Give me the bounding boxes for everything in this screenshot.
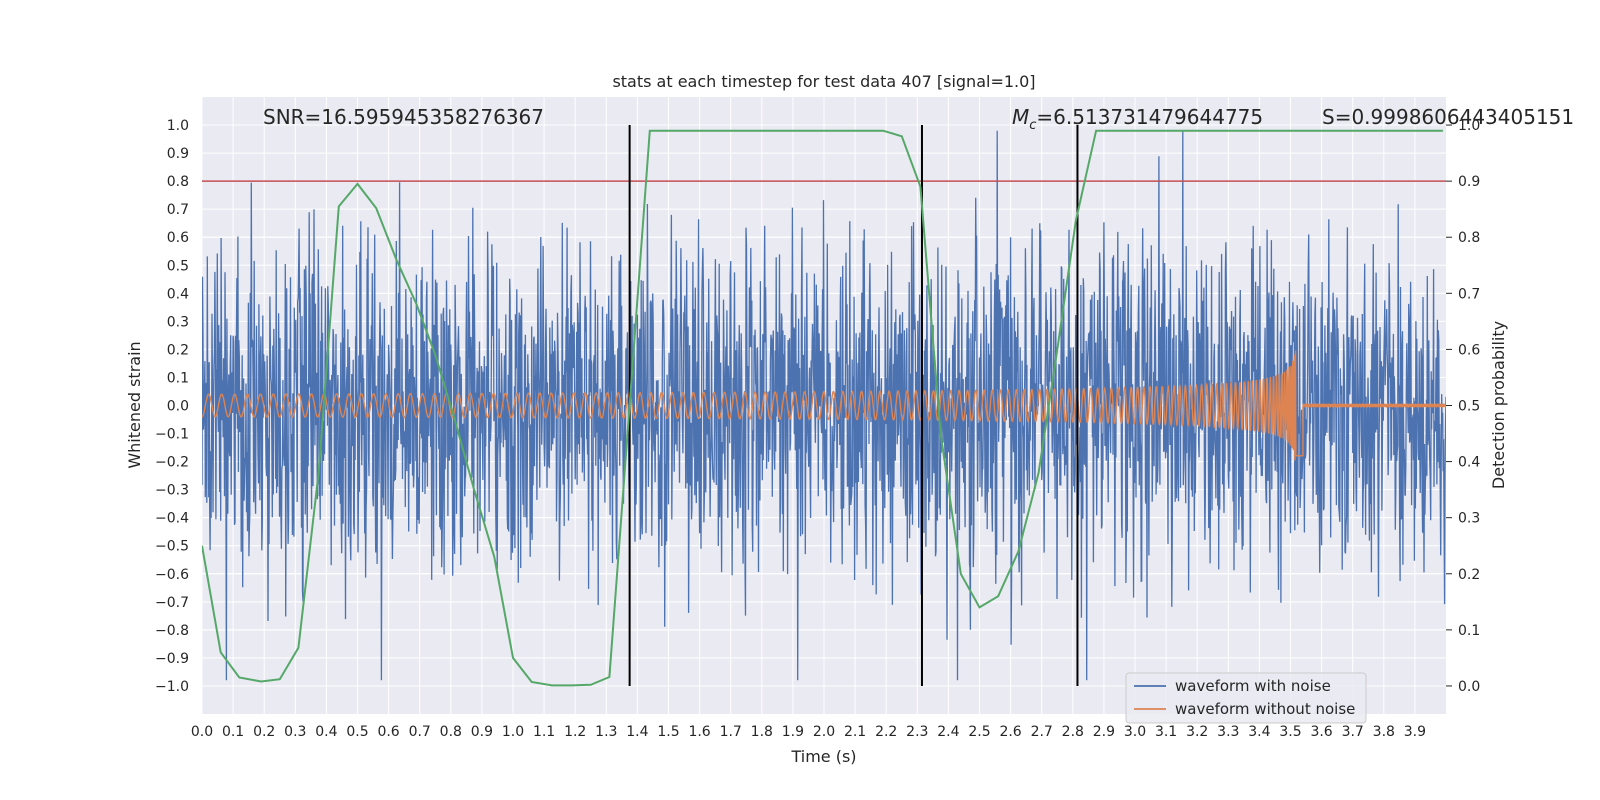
x-tick-label: 2.7 <box>1031 724 1053 740</box>
y-tick-label: 0.3 <box>167 314 189 330</box>
snr-annotation: SNR=16.595945358276367 <box>263 105 544 129</box>
legend: waveform with noise waveform without noi… <box>1125 672 1367 724</box>
y-tick-label: 0.9 <box>167 146 189 162</box>
x-tick-label: 0.1 <box>222 724 244 740</box>
y2-tick-labels: 1.0 0.9 0.8 0.7 0.6 0.5 0.4 0.3 0.2 0.1 0.0 <box>1446 118 1480 695</box>
y-tick-labels: 1.0 0.9 0.8 0.7 0.6 0.5 0.4 0.3 0.2 0.1 0.0 −0.1 −0.… <box>155 118 189 695</box>
y-axis-label: Whitened strain <box>125 341 144 468</box>
chirp-mass-annotation: Mc=6.513731479644775 <box>1012 105 1263 133</box>
x-tick-label: 0.3 <box>284 724 306 740</box>
x-tick-label: 2.2 <box>875 724 897 740</box>
y-tick-label: −0.4 <box>155 511 189 527</box>
y-tick-label: −0.3 <box>155 483 189 499</box>
x-tick-label: 0.5 <box>346 724 368 740</box>
x-tick-label: 3.4 <box>1248 724 1270 740</box>
x-tick-label: 1.5 <box>657 724 679 740</box>
y-tick-label: 0.0 <box>167 399 189 415</box>
x-tick-label: 0.9 <box>471 724 493 740</box>
series-waveform-without-noise <box>202 350 1446 461</box>
x-tick-label: 2.6 <box>999 724 1021 740</box>
x-tick-label: 2.1 <box>844 724 866 740</box>
x-tick-label: 2.4 <box>937 724 959 740</box>
x-tick-label: 1.7 <box>720 724 742 740</box>
x-tick-labels: 0.0 0.1 0.2 0.3 0.4 0.5 0.6 0.7 0.8 0.9 1.0 1.1 1.2 1… <box>191 724 1426 740</box>
x-tick-label: 1.6 <box>688 724 710 740</box>
x-tick-label: 0.7 <box>409 724 431 740</box>
x-tick-label: 3.2 <box>1186 724 1208 740</box>
x-tick-label: 3.0 <box>1124 724 1146 740</box>
x-tick-label: 3.8 <box>1373 724 1395 740</box>
y-tick-label: −0.8 <box>155 623 189 639</box>
x-tick-label: 0.4 <box>315 724 337 740</box>
y2-tick-label: 0.0 <box>1458 679 1480 695</box>
x-tick-label: 1.2 <box>564 724 586 740</box>
y-tick-label: −0.6 <box>155 567 189 583</box>
chart-title: stats at each timestep for test data 407… <box>612 72 1035 91</box>
x-tick-label: 1.3 <box>595 724 617 740</box>
x-tick-label: 3.3 <box>1217 724 1239 740</box>
y2-tick-label: 0.7 <box>1458 286 1480 302</box>
y-tick-label: 0.8 <box>167 174 189 190</box>
y2-tick-label: 0.5 <box>1458 399 1480 415</box>
y-tick-label: 0.1 <box>167 370 189 386</box>
y-tick-label: −1.0 <box>155 679 189 695</box>
y2-axis-label: Detection probability <box>1489 321 1508 489</box>
x-tick-label: 2.9 <box>1093 724 1115 740</box>
y-tick-label: 0.5 <box>167 258 189 274</box>
x-tick-label: 2.0 <box>813 724 835 740</box>
x-tick-label: 0.0 <box>191 724 213 740</box>
legend-label-clean: waveform without noise <box>1175 700 1355 718</box>
y2-tick-label: 0.4 <box>1458 455 1480 471</box>
legend-label-noise: waveform with noise <box>1175 677 1331 695</box>
x-tick-label: 1.1 <box>533 724 555 740</box>
y-tick-label: −0.9 <box>155 651 189 667</box>
y-tick-label: 0.2 <box>167 342 189 358</box>
y2-tick-label: 0.3 <box>1458 511 1480 527</box>
y2-tick-label: 0.2 <box>1458 567 1480 583</box>
x-tick-label: 3.7 <box>1342 724 1364 740</box>
x-tick-label: 0.2 <box>253 724 275 740</box>
score-annotation: S=0.9998606443405151 <box>1322 105 1574 129</box>
x-tick-label: 0.6 <box>377 724 399 740</box>
x-tick-label: 1.8 <box>751 724 773 740</box>
y-tick-label: 0.4 <box>167 286 189 302</box>
x-tick-label: 2.5 <box>968 724 990 740</box>
x-tick-label: 3.9 <box>1404 724 1426 740</box>
y-tick-label: −0.2 <box>155 455 189 471</box>
x-tick-label: 2.8 <box>1062 724 1084 740</box>
y2-tick-label: 0.8 <box>1458 230 1480 246</box>
x-tick-label: 1.4 <box>626 724 648 740</box>
x-tick-label: 0.8 <box>440 724 462 740</box>
x-tick-label: 3.5 <box>1279 724 1301 740</box>
x-tick-label: 1.9 <box>782 724 804 740</box>
y2-tick-label: 0.9 <box>1458 174 1480 190</box>
series-waveform-with-noise <box>202 130 1446 681</box>
x-tick-label: 1.0 <box>502 724 524 740</box>
y2-tick-label: 0.6 <box>1458 342 1480 358</box>
y2-tick-label: 0.1 <box>1458 623 1480 639</box>
y-tick-label: −0.7 <box>155 595 189 611</box>
series-detection-probability <box>202 129 1443 687</box>
y-tick-label: 0.7 <box>167 202 189 218</box>
y2-tick-label: 1.0 <box>1458 118 1480 134</box>
y-tick-label: −0.5 <box>155 539 189 555</box>
x-tick-label: 3.1 <box>1155 724 1177 740</box>
x-tick-label: 3.6 <box>1310 724 1332 740</box>
y-tick-label: −0.1 <box>155 427 189 443</box>
y-tick-label: 1.0 <box>167 118 189 134</box>
y-tick-label: 0.6 <box>167 230 189 246</box>
x-axis-label: Time (s) <box>790 747 856 766</box>
x-tick-label: 2.3 <box>906 724 928 740</box>
